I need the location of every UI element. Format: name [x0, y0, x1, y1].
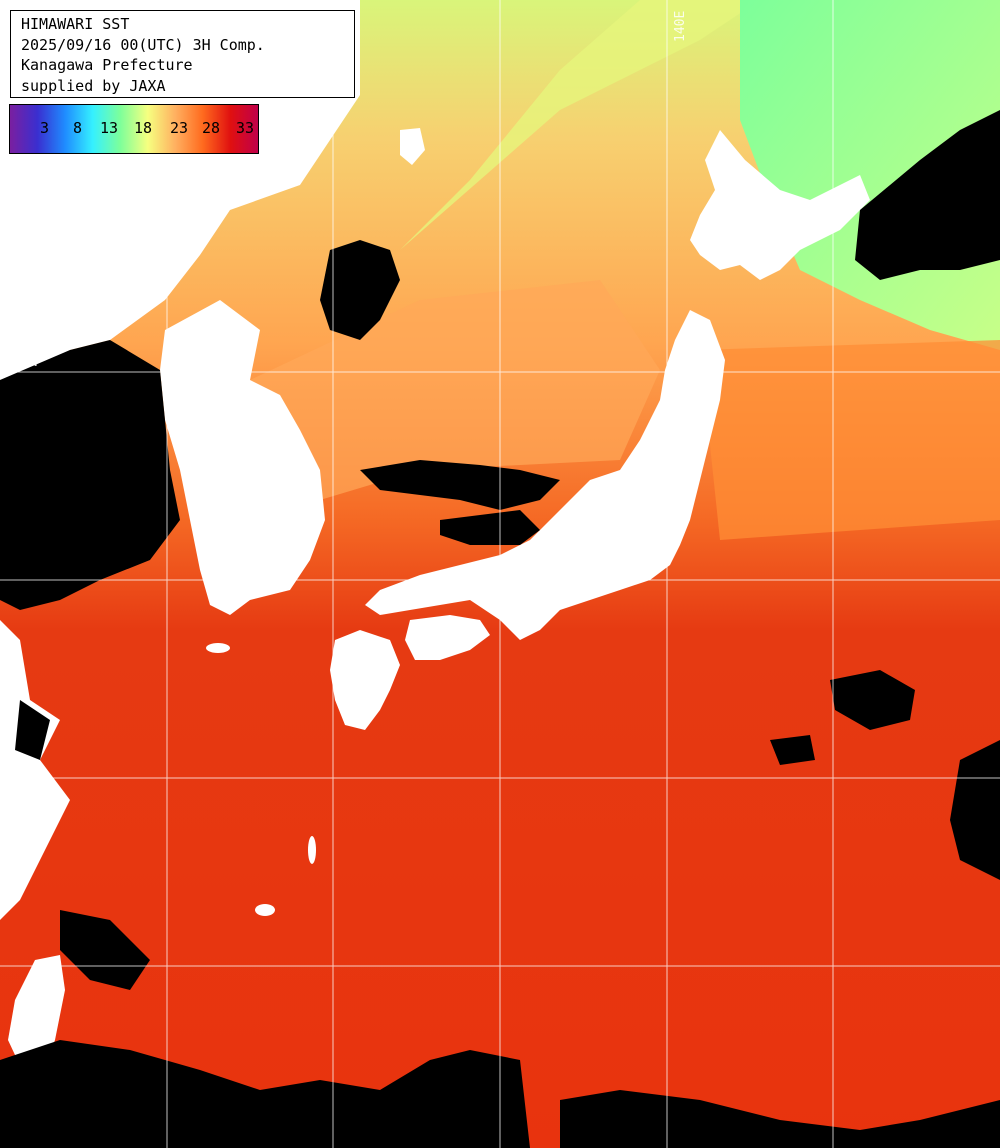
cloud-korea-north [320, 240, 400, 340]
region-name: Kanagawa Prefecture [21, 56, 193, 74]
legend-ticks: 3 8 13 18 23 28 33 [10, 119, 258, 139]
legend-tick-label: 28 [202, 119, 221, 137]
cloud-japan-sea [360, 460, 560, 510]
legend-color-bar [10, 105, 258, 153]
orange-band-east [700, 340, 1000, 540]
product-title: HIMAWARI SST [21, 15, 130, 33]
land-jeju [206, 643, 230, 653]
color-legend: 3 8 13 18 23 28 33 [9, 104, 259, 154]
cloud-pacific-east [830, 670, 915, 730]
lon-label-140e: 140E [673, 11, 688, 42]
legend-tick-label: 23 [170, 119, 189, 137]
cloud-southwest [60, 910, 150, 990]
cloud-south-1 [0, 1040, 530, 1148]
legend-tick-label: 33 [236, 119, 255, 137]
legend-tick-label: 8 [73, 119, 83, 137]
land-island-chain [255, 904, 275, 916]
cloud-south-2 [560, 1090, 1000, 1148]
land-china-coast [0, 620, 70, 920]
credit: supplied by JAXA [21, 76, 166, 95]
land-okinawa [308, 836, 316, 864]
land-sakhalin [400, 128, 425, 165]
land-hokkaido [690, 130, 870, 280]
title-box: HIMAWARI SST 2025/09/16 00(UTC) 3H Comp.… [10, 10, 355, 98]
cloud-hokkaido-east [855, 110, 1000, 280]
cloud-pacific-east-3 [950, 740, 1000, 880]
land-korea [160, 300, 325, 615]
cloud-pacific-east-2 [770, 735, 815, 765]
lat-label-30n: 30N [18, 761, 41, 776]
cloud-china-coast [15, 700, 50, 760]
land-honshu [365, 310, 725, 640]
legend-tick-label: 13 [100, 119, 119, 137]
legend-tick-label: 3 [40, 119, 50, 137]
land-kyushu [330, 630, 400, 730]
lat-label-40n: 40N [14, 355, 37, 370]
land-shikoku [405, 615, 490, 660]
timestamp: 2025/09/16 00(UTC) 3H Comp. [21, 35, 265, 54]
cloud-korea-west [0, 340, 180, 610]
legend-tick-label: 18 [134, 119, 153, 137]
cloud-japan-sea-2 [440, 510, 540, 545]
